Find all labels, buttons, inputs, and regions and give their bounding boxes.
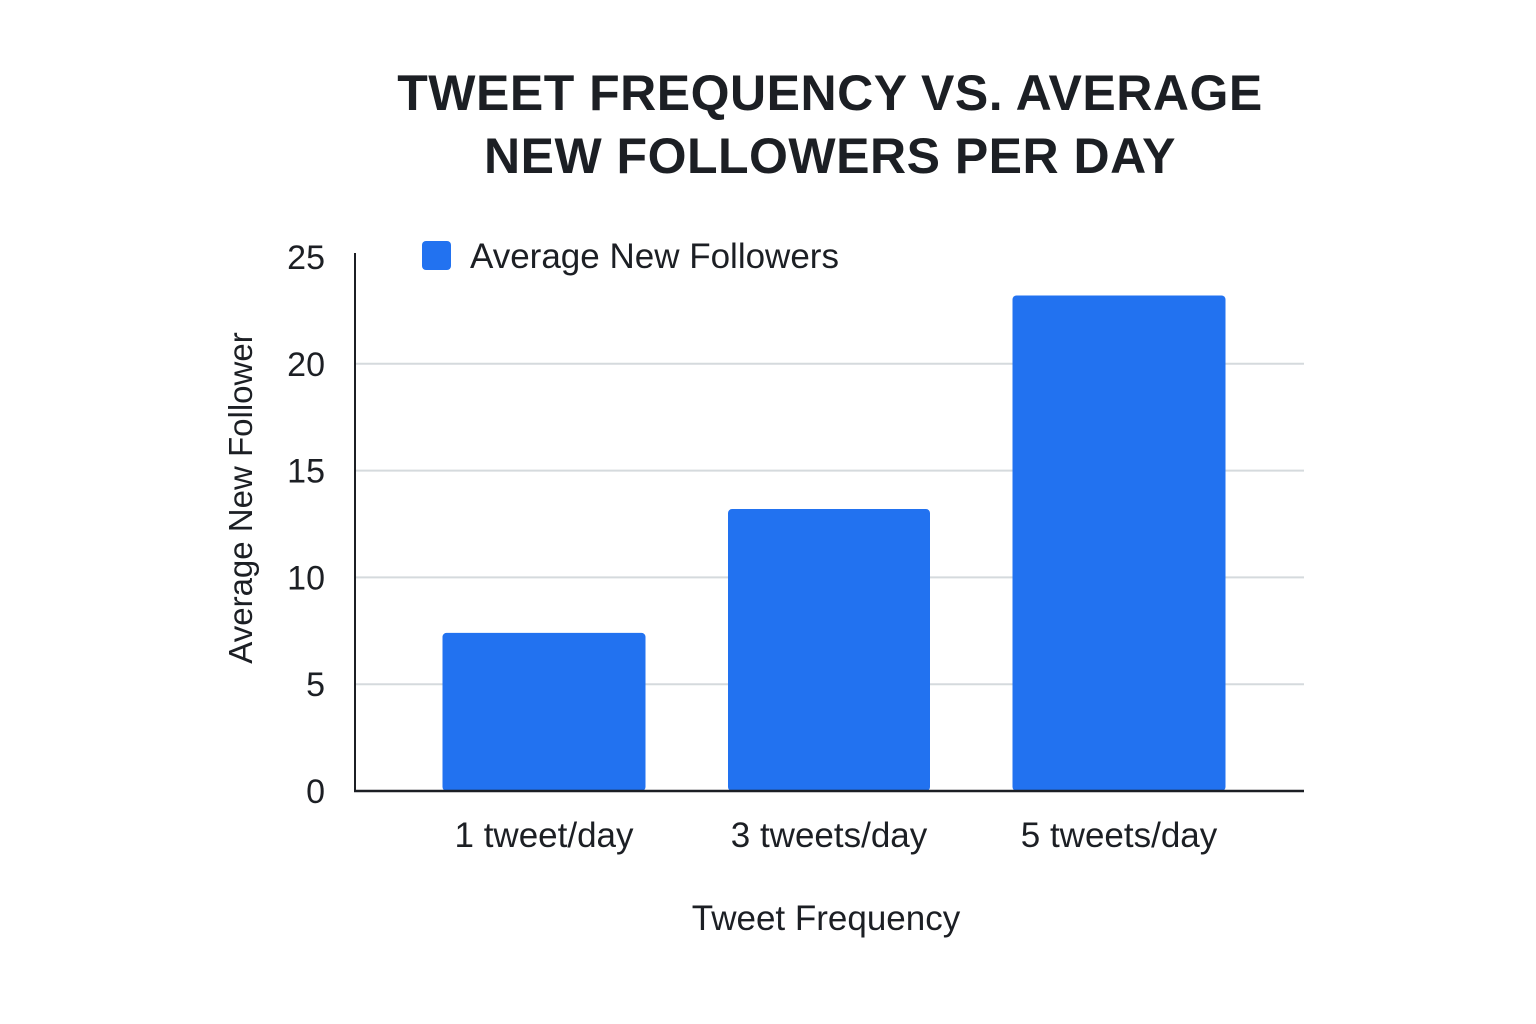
bars: [442, 295, 1226, 791]
y-tick-label: 0: [306, 773, 325, 811]
bar: [728, 509, 930, 791]
bar: [1012, 295, 1226, 791]
x-category-label: 5 tweets/day: [1021, 816, 1218, 855]
x-category-labels: 1 tweet/day 3 tweets/day 5 tweets/day: [455, 816, 1218, 855]
x-axis-label: Tweet Frequency: [692, 899, 961, 938]
legend-swatch: [422, 241, 451, 270]
bar: [442, 632, 646, 791]
y-tick-label: 5: [306, 666, 325, 704]
chart-title-line-2: NEW FOLLOWERS PER DAY: [483, 128, 1177, 184]
y-tick-label: 15: [287, 453, 325, 491]
y-tick-labels: 0 5 10 15 20 25: [287, 239, 325, 811]
y-tick-label: 10: [287, 559, 325, 597]
axes: [354, 253, 1304, 793]
x-category-label: 3 tweets/day: [731, 816, 928, 855]
x-category-label: 1 tweet/day: [455, 816, 634, 855]
chart-title: TWEET FREQUENCY VS. AVERAGE NEW FOLLOWER…: [320, 62, 1340, 188]
legend-label: Average New Followers: [470, 237, 839, 276]
legend: Average New Followers: [422, 237, 839, 276]
y-tick-label: 20: [287, 346, 325, 384]
y-tick-label: 25: [287, 239, 325, 277]
y-axis-label: Average New Follower: [222, 332, 259, 663]
chart-title-line-1: TWEET FREQUENCY VS. AVERAGE: [397, 65, 1263, 121]
